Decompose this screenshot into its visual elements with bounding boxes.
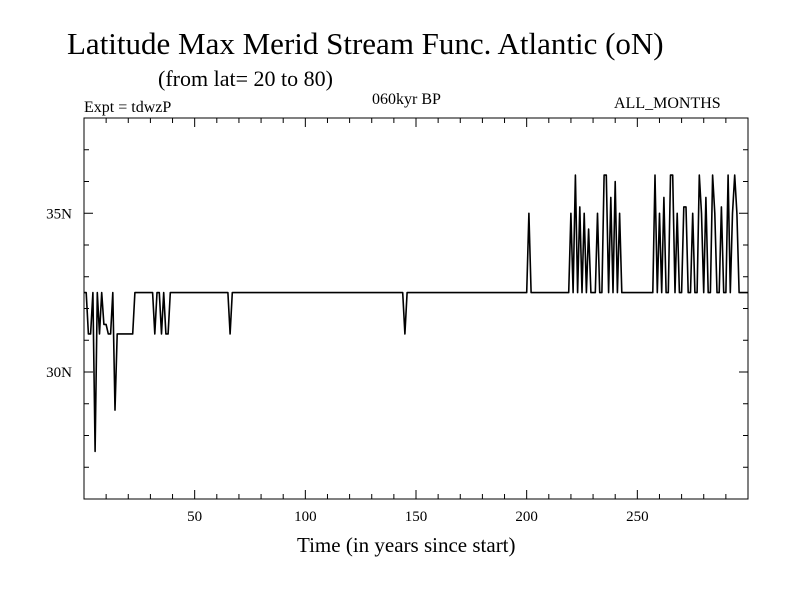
series-line [84,174,748,453]
x-axis-label: Time (in years since start) [297,533,516,557]
x-tick-label: 250 [626,509,649,525]
chart-title: Latitude Max Merid Stream Func. Atlantic… [67,26,664,61]
y-tick-label: 30N [46,365,72,381]
tick-labels: 50 100 150 200 250 30N 35N [46,206,648,525]
period-label: 060kyr BP [372,91,441,108]
x-tick-label: 100 [294,509,317,525]
x-tick-label: 200 [515,509,538,525]
x-tick-label: 150 [405,509,428,525]
experiment-label: Expt = tdwzP [84,99,172,116]
plot-frame [83,117,749,500]
months-label: ALL_MONTHS [614,95,721,112]
chart-subtitle: (from lat= 20 to 80) [158,66,333,91]
x-tick-label: 50 [187,509,202,525]
axis-ticks [84,118,748,499]
y-tick-label: 35N [46,206,72,222]
